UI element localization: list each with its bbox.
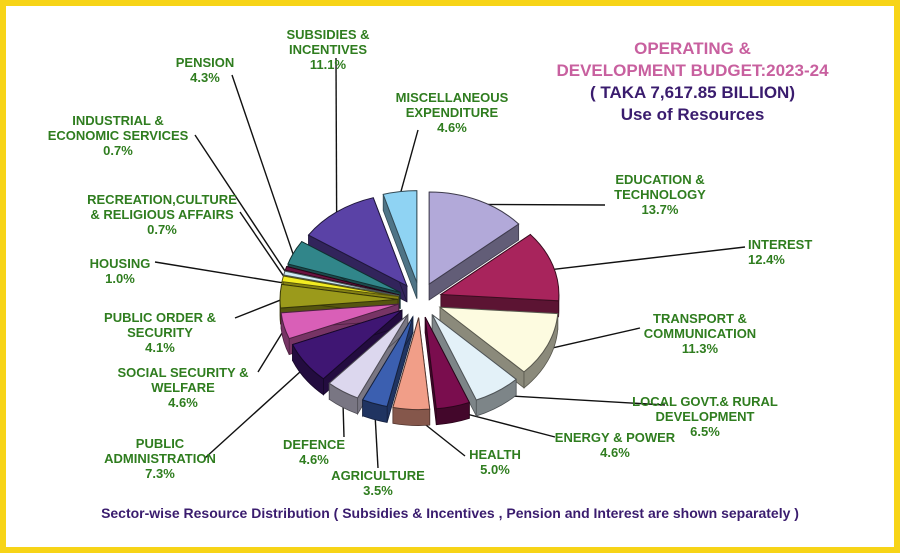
slice-label-local-govt-rural-development: LOCAL GOVT.& RURAL DEVELOPMENT 6.5% xyxy=(632,394,778,439)
slice-label-name: SECURITY xyxy=(127,325,193,340)
leader-line-energy-power xyxy=(452,409,556,438)
title-line-1: OPERATING & xyxy=(634,39,751,58)
slice-label-name: EDUCATION & xyxy=(615,172,705,187)
leader-line-local-govt-rural-development xyxy=(497,394,666,406)
title-line-4: Use of Resources xyxy=(620,105,765,124)
slice-label-name: MISCELLANEOUS xyxy=(395,90,509,105)
slice-label-name: EXPENDITURE xyxy=(405,105,499,120)
leader-line-recreation-culture-religious-affairs xyxy=(239,211,285,278)
slice-label-pension: PENSION 4.3% xyxy=(176,55,235,85)
slice-label-public-administration: PUBLIC ADMINISTRATION 7.3% xyxy=(104,436,216,481)
slice-label-miscellaneous-expenditure: MISCELLANEOUS EXPENDITURE 4.6% xyxy=(396,90,509,135)
leader-lines xyxy=(154,57,746,469)
slice-label-name: & RELIGIOUS AFFAIRS xyxy=(90,207,234,222)
chart-footer: Sector-wise Resource Distribution ( Subs… xyxy=(101,505,799,521)
leader-line-subsidies-incentives xyxy=(335,57,338,216)
slice-label-value: 0.7% xyxy=(103,143,133,158)
slice-label-name: SOCIAL SECURITY & xyxy=(117,365,249,380)
leader-line-public-administration xyxy=(204,366,306,459)
slice-label-housing: HOUSING 1.0% xyxy=(90,256,151,286)
title-line-3: ( TAKA 7,617.85 BILLION) xyxy=(590,83,795,102)
slice-label-name: TRANSPORT & xyxy=(653,311,747,326)
slice-label-name: INTEREST xyxy=(748,237,813,252)
slice-label-value: 4.6% xyxy=(168,395,198,410)
slice-label-name: PENSION xyxy=(175,55,235,70)
leader-line-social-security-welfare xyxy=(257,329,285,373)
pie-slice-local-govt-rural-development xyxy=(431,313,517,417)
leader-line-industrial-economic-services xyxy=(194,134,287,273)
slice-label-agriculture: AGRICULTURE 3.5% xyxy=(331,468,425,498)
slice-label-recreation-culture-religious-affairs: RECREATION,CULTURE & RELIGIOUS AFFAIRS 0.7… xyxy=(87,192,237,237)
slice-label-value: 4.6% xyxy=(600,445,630,460)
slice-label-name: HOUSING xyxy=(89,256,151,271)
pie-slice-health xyxy=(392,317,431,426)
slice-label-value: 11.1% xyxy=(309,57,347,72)
slice-label-name: AGRICULTURE xyxy=(331,468,425,483)
leader-line-miscellaneous-expenditure xyxy=(399,129,419,196)
slice-label-name: SUBSIDIES & xyxy=(286,27,370,42)
leader-line-public-order-security xyxy=(234,299,281,319)
slice-label-health: HEALTH 5.0% xyxy=(469,447,521,477)
slice-label-name: PUBLIC xyxy=(135,436,185,451)
slice-label-name: ADMINISTRATION xyxy=(104,451,216,466)
slice-label-value: 0.7% xyxy=(147,222,177,237)
chart-title: OPERATING & DEVELOPMENT BUDGET:2023-24 (… xyxy=(520,38,865,126)
slice-label-value: 13.7% xyxy=(641,202,679,217)
slice-label-value: 3.5% xyxy=(363,483,393,498)
slice-label-name: HEALTH xyxy=(469,447,521,462)
slice-label-energy-power: ENERGY & POWER 4.6% xyxy=(555,430,675,460)
title-line-2: DEVELOPMENT BUDGET:2023-24 xyxy=(556,61,829,80)
pie-slice-education-technology xyxy=(428,191,520,301)
slice-label-value: 1.0% xyxy=(105,271,135,286)
slice-label-value: 5.0% xyxy=(480,462,510,477)
slice-label-value: 7.3% xyxy=(145,466,175,481)
slice-label-subsidies-incentives: SUBSIDIES & INCENTIVES 11.1% xyxy=(286,27,369,72)
slice-label-value: 6.5% xyxy=(690,424,720,439)
slice-label-transport-communication: TRANSPORT & COMMUNICATION 11.3% xyxy=(644,311,756,356)
pie-slice-agriculture xyxy=(361,315,414,423)
pie-slices xyxy=(279,190,560,426)
slice-label-value: 12.4% xyxy=(748,252,785,267)
slice-label-name: RECREATION,CULTURE xyxy=(87,192,237,207)
leader-line-housing xyxy=(154,261,283,284)
leader-line-education-technology xyxy=(478,203,606,206)
slice-label-name: TECHNOLOGY xyxy=(614,187,706,202)
slice-label-name: PUBLIC ORDER & xyxy=(104,310,216,325)
slice-label-name: LOCAL GOVT.& RURAL xyxy=(632,394,778,409)
leader-line-interest xyxy=(552,246,746,271)
slice-label-public-order-security: PUBLIC ORDER & SECURITY 4.1% xyxy=(104,310,216,355)
slice-label-value: 11.3% xyxy=(681,341,719,356)
slice-label-interest: INTEREST 12.4% xyxy=(748,237,812,267)
slice-label-name: COMMUNICATION xyxy=(643,326,757,341)
leader-line-pension xyxy=(231,74,295,257)
slice-label-industrial-economic-services: INDUSTRIAL & ECONOMIC SERVICES 0.7% xyxy=(48,113,189,158)
pie-slice-miscellaneous-expenditure xyxy=(382,190,418,299)
slice-label-education-technology: EDUCATION & TECHNOLOGY 13.7% xyxy=(614,172,706,217)
slice-label-name: INCENTIVES xyxy=(288,42,368,57)
slice-label-value: 4.1% xyxy=(145,340,175,355)
slice-label-value: 4.6% xyxy=(437,120,467,135)
slice-label-name: ENERGY & POWER xyxy=(554,430,676,445)
slice-label-social-security-welfare: SOCIAL SECURITY & WELFARE 4.6% xyxy=(118,365,249,410)
pie-slice-transport-communication xyxy=(438,306,559,389)
slice-label-name: WELFARE xyxy=(151,380,215,395)
slice-label-name: DEVELOPMENT xyxy=(655,409,755,424)
leader-line-transport-communication xyxy=(547,327,641,350)
pie-slice-energy-power xyxy=(424,316,471,426)
slice-label-value: 4.3% xyxy=(190,70,220,85)
slice-label-defence: DEFENCE 4.6% xyxy=(283,437,345,467)
slice-label-name: DEFENCE xyxy=(282,437,346,452)
slice-label-value: 4.6% xyxy=(299,452,329,467)
slice-label-name: ECONOMIC SERVICES xyxy=(47,128,189,143)
slice-label-name: INDUSTRIAL & xyxy=(72,113,164,128)
